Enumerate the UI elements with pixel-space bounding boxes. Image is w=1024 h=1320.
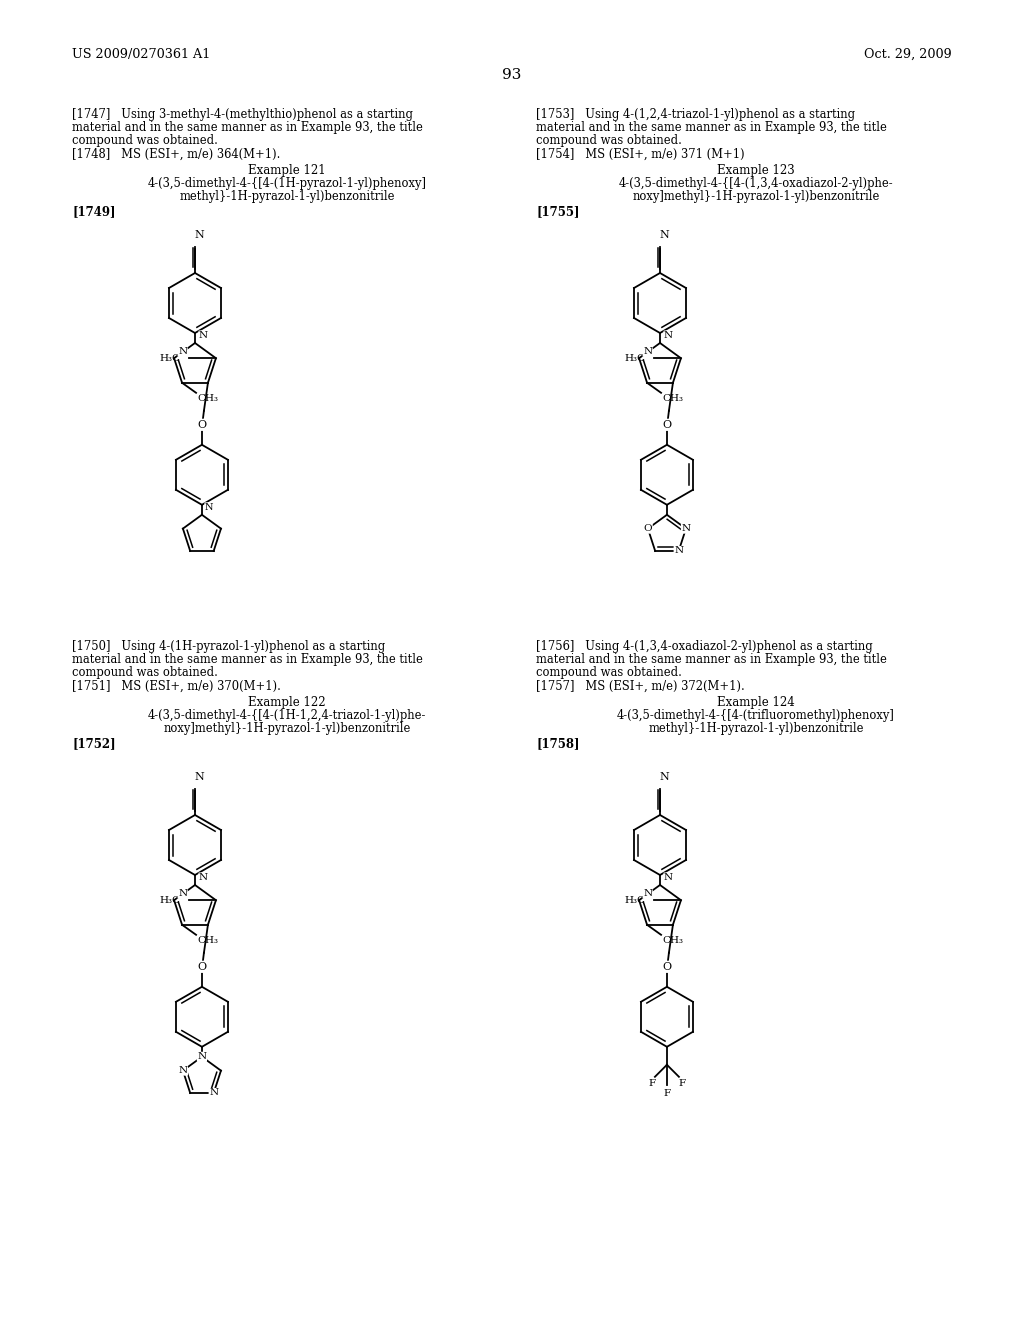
Text: N: N <box>664 873 673 882</box>
Text: Example 121: Example 121 <box>248 164 326 177</box>
Text: material and in the same manner as in Example 93, the title: material and in the same manner as in Ex… <box>72 653 423 667</box>
Text: N: N <box>664 331 673 341</box>
Text: compound was obtained.: compound was obtained. <box>72 135 218 148</box>
Text: [1757]   MS (ESI+, m/e) 372(M+1).: [1757] MS (ESI+, m/e) 372(M+1). <box>536 680 744 693</box>
Text: N: N <box>674 546 683 556</box>
Text: N: N <box>643 890 652 898</box>
Text: [1755]: [1755] <box>536 206 580 218</box>
Text: N: N <box>205 503 213 512</box>
Text: N: N <box>659 772 669 781</box>
Text: material and in the same manner as in Example 93, the title: material and in the same manner as in Ex… <box>72 121 423 135</box>
Text: CH₃: CH₃ <box>197 393 218 403</box>
Text: N: N <box>681 524 690 533</box>
Text: O: O <box>663 962 672 972</box>
Text: F: F <box>678 1078 685 1088</box>
Text: methyl}-1H-pyrazol-1-yl)benzonitrile: methyl}-1H-pyrazol-1-yl)benzonitrile <box>648 722 864 735</box>
Text: [1748]   MS (ESI+, m/e) 364(M+1).: [1748] MS (ESI+, m/e) 364(M+1). <box>72 148 281 161</box>
Text: Example 123: Example 123 <box>717 164 795 177</box>
Text: [1758]: [1758] <box>536 738 580 750</box>
Text: US 2009/0270361 A1: US 2009/0270361 A1 <box>72 48 210 61</box>
Text: H₃C: H₃C <box>160 896 181 904</box>
Text: N: N <box>199 873 208 882</box>
Text: O: O <box>663 420 672 430</box>
Text: N: N <box>209 1089 218 1097</box>
Text: N: N <box>199 331 208 341</box>
Text: [1754]   MS (ESI+, m/e) 371 (M+1): [1754] MS (ESI+, m/e) 371 (M+1) <box>536 148 744 161</box>
Text: N: N <box>198 1052 207 1061</box>
Text: N: N <box>178 890 187 898</box>
Text: H₃C: H₃C <box>625 354 646 363</box>
Text: methyl}-1H-pyrazol-1-yl)benzonitrile: methyl}-1H-pyrazol-1-yl)benzonitrile <box>179 190 394 203</box>
Text: [1749]: [1749] <box>72 206 116 218</box>
Text: F: F <box>648 1078 655 1088</box>
Text: compound was obtained.: compound was obtained. <box>536 667 682 680</box>
Text: Oct. 29, 2009: Oct. 29, 2009 <box>864 48 952 61</box>
Text: F: F <box>664 1089 671 1098</box>
Text: noxy]methyl}-1H-pyrazol-1-yl)benzonitrile: noxy]methyl}-1H-pyrazol-1-yl)benzonitril… <box>163 722 411 735</box>
Text: O: O <box>644 524 652 533</box>
Text: N: N <box>194 230 204 240</box>
Text: compound was obtained.: compound was obtained. <box>72 667 218 680</box>
Text: N: N <box>194 772 204 781</box>
Text: N: N <box>643 347 652 356</box>
Text: noxy]methyl}-1H-pyrazol-1-yl)benzonitrile: noxy]methyl}-1H-pyrazol-1-yl)benzonitril… <box>632 190 880 203</box>
Text: CH₃: CH₃ <box>197 936 218 945</box>
Text: O: O <box>198 962 207 972</box>
Text: N: N <box>659 230 669 240</box>
Text: compound was obtained.: compound was obtained. <box>536 135 682 148</box>
Text: Example 122: Example 122 <box>248 696 326 709</box>
Text: [1752]: [1752] <box>72 738 116 750</box>
Text: material and in the same manner as in Example 93, the title: material and in the same manner as in Ex… <box>536 121 887 135</box>
Text: 93: 93 <box>503 69 521 82</box>
Text: 4-(3,5-dimethyl-4-{[4-(1H-pyrazol-1-yl)phenoxy]: 4-(3,5-dimethyl-4-{[4-(1H-pyrazol-1-yl)p… <box>147 177 427 190</box>
Text: N: N <box>178 347 187 356</box>
Text: 4-(3,5-dimethyl-4-{[4-(1,3,4-oxadiazol-2-yl)phe-: 4-(3,5-dimethyl-4-{[4-(1,3,4-oxadiazol-2… <box>618 177 893 190</box>
Text: [1751]   MS (ESI+, m/e) 370(M+1).: [1751] MS (ESI+, m/e) 370(M+1). <box>72 680 281 693</box>
Text: [1753]   Using 4-(1,2,4-triazol-1-yl)phenol as a starting: [1753] Using 4-(1,2,4-triazol-1-yl)pheno… <box>536 108 855 121</box>
Text: 4-(3,5-dimethyl-4-{[4-(1H-1,2,4-triazol-1-yl)phe-: 4-(3,5-dimethyl-4-{[4-(1H-1,2,4-triazol-… <box>147 709 426 722</box>
Text: [1747]   Using 3-methyl-4-(methylthio)phenol as a starting: [1747] Using 3-methyl-4-(methylthio)phen… <box>72 108 413 121</box>
Text: Example 124: Example 124 <box>717 696 795 709</box>
Text: [1750]   Using 4-(1H-pyrazol-1-yl)phenol as a starting: [1750] Using 4-(1H-pyrazol-1-yl)phenol a… <box>72 640 385 653</box>
Text: CH₃: CH₃ <box>663 936 683 945</box>
Text: N: N <box>178 1067 187 1074</box>
Text: H₃C: H₃C <box>625 896 646 904</box>
Text: O: O <box>198 420 207 430</box>
Text: material and in the same manner as in Example 93, the title: material and in the same manner as in Ex… <box>536 653 887 667</box>
Text: [1756]   Using 4-(1,3,4-oxadiazol-2-yl)phenol as a starting: [1756] Using 4-(1,3,4-oxadiazol-2-yl)phe… <box>536 640 872 653</box>
Text: CH₃: CH₃ <box>663 393 683 403</box>
Text: 4-(3,5-dimethyl-4-{[4-(trifluoromethyl)phenoxy]: 4-(3,5-dimethyl-4-{[4-(trifluoromethyl)p… <box>617 709 895 722</box>
Text: H₃C: H₃C <box>160 354 181 363</box>
